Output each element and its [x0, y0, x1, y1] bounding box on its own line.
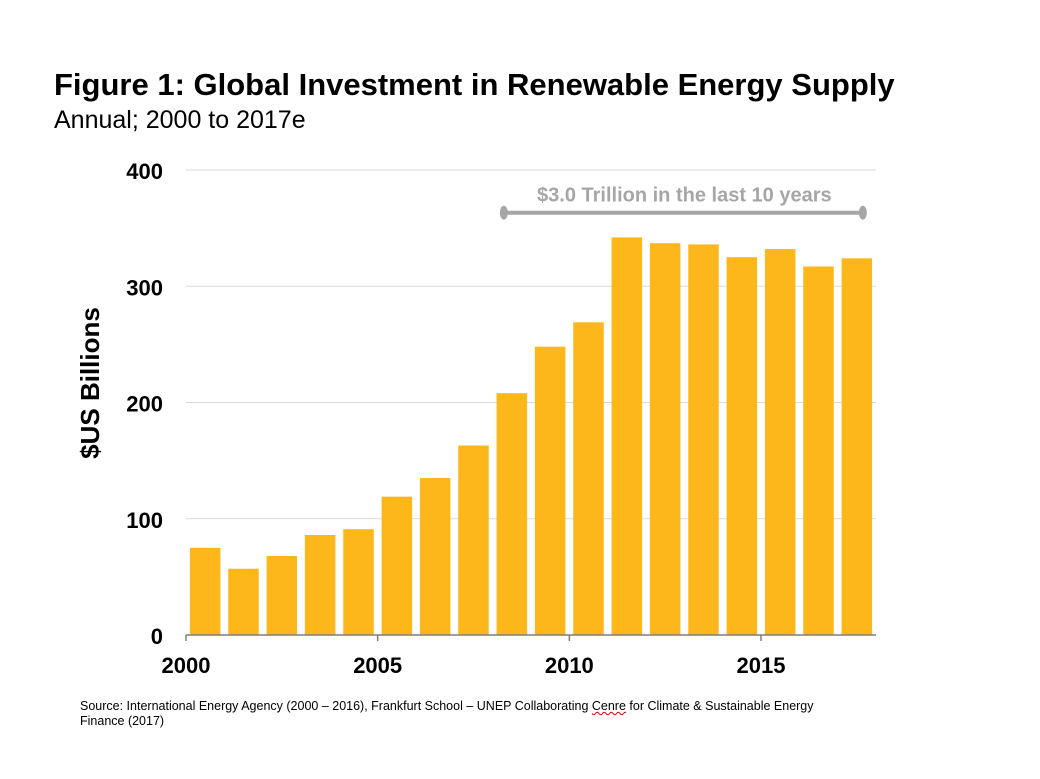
bar [841, 258, 873, 635]
bar [419, 478, 451, 635]
annotation-bracket-end [858, 205, 867, 220]
x-tick-label: 2010 [545, 653, 594, 678]
y-tick-label: 0 [151, 624, 163, 649]
annotation-bracket-end [499, 205, 508, 220]
bar [534, 346, 566, 635]
source-text-start: Source: International Energy Agency (200… [80, 699, 592, 713]
bar [803, 266, 834, 635]
chart-title: Figure 1: Global Investment in Renewable… [54, 67, 895, 102]
bar [304, 535, 336, 635]
y-tick-label: 300 [126, 275, 163, 300]
bar [381, 496, 413, 635]
bar [649, 243, 681, 636]
bar [611, 237, 643, 636]
x-tick-label: 2000 [162, 653, 211, 678]
bar [189, 547, 221, 635]
y-axis-label: $US Billions [75, 307, 105, 459]
bar-chart: 0 100 200 300 400 2000 2005 2010 2015 $US Billion… [75, 159, 876, 678]
y-tick-label: 200 [126, 392, 163, 417]
source-text-end: for Climate & Sustainable Energy Finance… [80, 699, 814, 728]
bar [458, 445, 489, 635]
chart-subtitle: Annual; 2000 to 2017e [54, 106, 306, 134]
bar [726, 257, 758, 635]
y-tick-label: 100 [126, 508, 163, 533]
x-tick-label: 2005 [353, 653, 402, 678]
bar [228, 568, 259, 635]
bar [343, 529, 374, 635]
bar [764, 249, 796, 636]
source-note: Source: International Energy Agency (200… [80, 699, 840, 729]
bar [688, 244, 719, 635]
annotation-text: $3.0 Trillion in the last 10 years [537, 185, 832, 207]
bar [266, 555, 298, 635]
bar [573, 322, 604, 635]
bar [496, 393, 528, 635]
source-text-misspelled-word: Cenre [591, 699, 626, 713]
x-tick-label: 2015 [737, 653, 786, 678]
y-tick-label: 400 [126, 159, 163, 184]
